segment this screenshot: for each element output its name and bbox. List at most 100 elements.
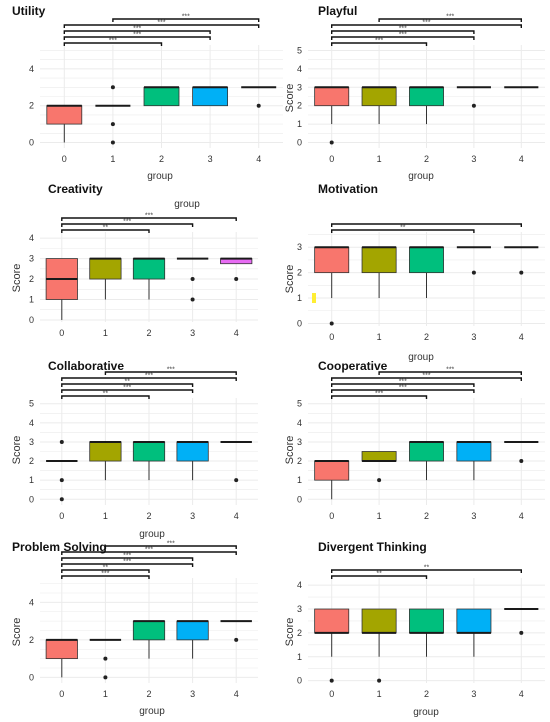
significance-label: **: [376, 571, 382, 578]
box-group-3: [456, 608, 492, 634]
outlier-point: [377, 678, 382, 683]
significance-label: ***: [145, 213, 153, 220]
x-tick-label: 0: [62, 154, 67, 164]
box-group-1: [361, 246, 397, 274]
y-axis-label: Score: [284, 618, 296, 647]
significance-bracket: [331, 377, 522, 381]
stray-yellow-mark: [312, 293, 316, 303]
significance-bracket: [61, 551, 237, 555]
box-group-0: [314, 246, 350, 274]
significance-label: ***: [446, 367, 454, 374]
significance-label: ***: [145, 547, 153, 554]
x-tick-label: 0: [329, 689, 334, 699]
significance-bracket: [331, 42, 428, 46]
y-tick-label: 2: [29, 101, 34, 111]
y-tick-label: 3: [297, 82, 302, 92]
significance-label: **: [103, 225, 109, 232]
outlier-point: [519, 630, 524, 635]
significance-bracket: [331, 383, 475, 387]
y-axis-label: Score: [11, 264, 23, 293]
outlier-point: [256, 103, 261, 108]
box-group-3: [176, 620, 209, 641]
y-tick-label: 3: [29, 254, 34, 264]
x-tick-label: 3: [190, 511, 195, 521]
x-tick-label: 0: [59, 689, 64, 699]
outlier-point: [59, 478, 64, 483]
box-group-0: [314, 460, 350, 481]
y-axis-label: Score: [11, 436, 23, 465]
significance-bracket: [63, 42, 163, 46]
x-tick-label: 4: [234, 328, 239, 338]
x-tick-label: 2: [146, 511, 151, 521]
y-tick-label: 1: [29, 475, 34, 485]
significance-label: ***: [182, 14, 190, 21]
y-tick-label: 4: [297, 580, 302, 590]
significance-bracket: [61, 383, 194, 387]
y-tick-label: 4: [297, 418, 302, 428]
outlier-point: [329, 321, 334, 326]
significance-label: ***: [133, 26, 141, 33]
significance-bracket: [331, 229, 475, 233]
x-tick-label: 0: [59, 328, 64, 338]
significance-label: ***: [167, 541, 175, 548]
x-tick-label: 4: [519, 332, 524, 342]
x-tick-label: 2: [146, 689, 151, 699]
y-tick-label: 0: [29, 672, 34, 682]
y-tick-label: 5: [297, 399, 302, 409]
x-tick-label: 3: [471, 689, 476, 699]
significance-bracket: [61, 229, 150, 233]
box-group-1: [361, 86, 397, 107]
significance-bracket: [61, 217, 237, 221]
significance-bracket: [104, 545, 237, 549]
outlier-point: [103, 675, 108, 680]
outlier-point: [110, 85, 115, 90]
x-tick-label: 0: [329, 511, 334, 521]
chart-panel-4: Motivation 0 1 2 3 0 1 2 3 4 Score group **: [284, 182, 545, 363]
y-tick-label: 1: [297, 652, 302, 662]
significance-label: ***: [167, 367, 175, 374]
significance-label: ***: [446, 14, 454, 21]
box-group-0: [46, 105, 83, 125]
x-tick-label: 1: [377, 154, 382, 164]
significance-label: ***: [375, 38, 383, 45]
outlier-point: [190, 277, 195, 282]
x-tick-label: 1: [103, 328, 108, 338]
chart-title: Playful: [318, 4, 357, 18]
outlier-point: [519, 459, 524, 464]
significance-bracket: [331, 24, 522, 28]
y-tick-label: 1: [297, 293, 302, 303]
chart-panel-8: Divergent Thinking 0 1 2 3 4 0 1 2 3 4 Score group **…: [284, 540, 545, 718]
outlier-point: [110, 140, 115, 145]
x-tick-label: 1: [377, 689, 382, 699]
significance-label: ***: [123, 219, 131, 226]
box-group-1: [361, 608, 397, 634]
y-tick-label: 0: [29, 137, 34, 147]
x-tick-label: 0: [59, 511, 64, 521]
y-tick-label: 2: [297, 101, 302, 111]
x-tick-label: 1: [103, 689, 108, 699]
y-axis-label: Score: [284, 436, 296, 465]
x-axis-label: group: [147, 171, 173, 182]
significance-label: **: [424, 565, 430, 572]
x-tick-label: 2: [146, 328, 151, 338]
significance-bracket: [112, 18, 260, 22]
significance-bracket: [331, 395, 428, 399]
x-tick-label: 4: [256, 154, 261, 164]
y-tick-label: 4: [297, 64, 302, 74]
y-axis-label: Score: [11, 618, 23, 647]
box-group-3: [176, 441, 209, 462]
significance-label: ***: [399, 385, 407, 392]
significance-bracket: [331, 36, 475, 40]
x-tick-label: 3: [190, 689, 195, 699]
significance-bracket: [378, 18, 522, 22]
box-group-0: [314, 608, 350, 634]
significance-bracket: [331, 569, 522, 573]
y-tick-label: 2: [297, 456, 302, 466]
significance-label: ***: [123, 385, 131, 392]
y-tick-label: 5: [29, 399, 34, 409]
y-tick-label: 4: [29, 64, 34, 74]
significance-bracket: [61, 557, 194, 561]
